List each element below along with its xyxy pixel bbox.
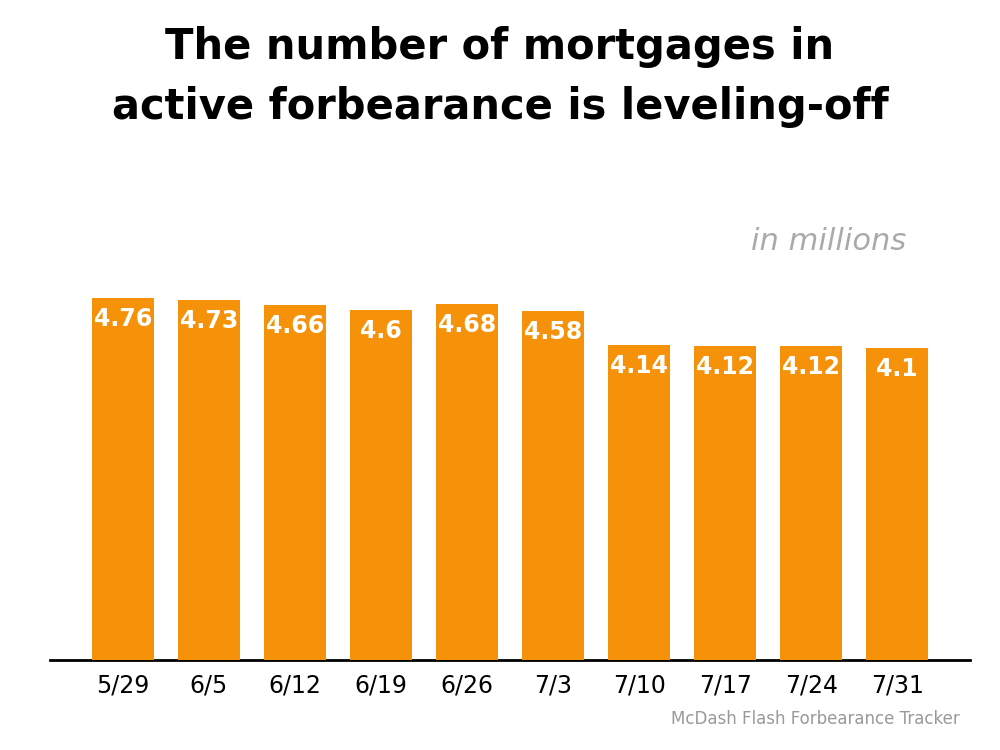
Text: in millions: in millions xyxy=(751,226,906,256)
Text: 4.6: 4.6 xyxy=(360,319,402,343)
Bar xyxy=(350,310,412,660)
Text: 4.73: 4.73 xyxy=(180,309,238,333)
Bar xyxy=(92,298,154,660)
Text: 4.14: 4.14 xyxy=(610,354,668,378)
Bar xyxy=(866,348,928,660)
Text: 4.76: 4.76 xyxy=(94,307,152,331)
Text: 4.66: 4.66 xyxy=(266,314,324,338)
Bar xyxy=(780,346,842,660)
Bar xyxy=(522,311,584,660)
Text: 4.12: 4.12 xyxy=(782,356,840,380)
Bar xyxy=(264,305,326,660)
Text: 4.58: 4.58 xyxy=(524,320,582,344)
Bar xyxy=(178,300,240,660)
Bar xyxy=(608,345,670,660)
Text: active forbearance is leveling-off: active forbearance is leveling-off xyxy=(112,86,888,128)
Bar xyxy=(694,346,756,660)
Text: 4.68: 4.68 xyxy=(438,313,496,337)
Bar xyxy=(436,304,498,660)
Text: McDash Flash Forbearance Tracker: McDash Flash Forbearance Tracker xyxy=(671,710,960,728)
Text: The number of mortgages in: The number of mortgages in xyxy=(165,26,835,68)
Text: 4.12: 4.12 xyxy=(696,356,754,380)
Text: 4.1: 4.1 xyxy=(876,357,918,381)
